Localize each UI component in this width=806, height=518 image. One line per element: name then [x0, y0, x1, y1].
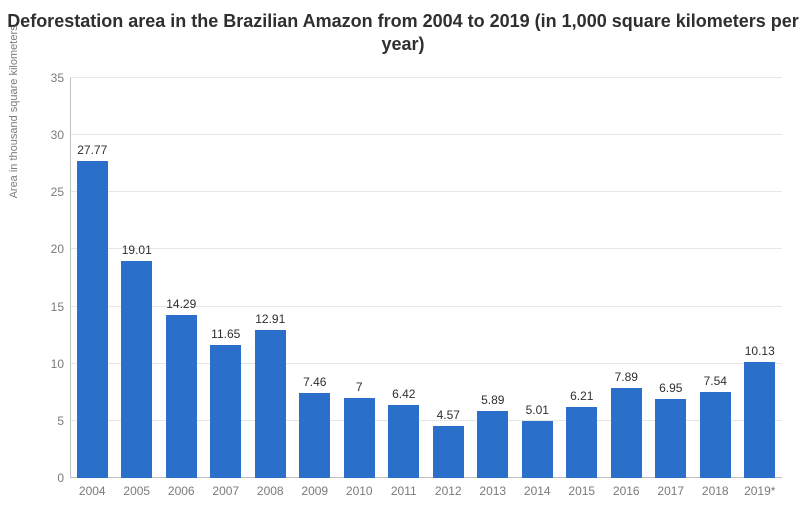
x-tick-label: 2006 [168, 478, 195, 498]
bar-value-label: 7.89 [615, 370, 638, 384]
bar-value-label: 7 [356, 380, 363, 394]
bar-value-label: 5.01 [526, 403, 549, 417]
bar-value-label: 6.42 [392, 387, 415, 401]
bar [433, 426, 464, 478]
bar [344, 398, 375, 478]
bar [744, 362, 775, 478]
x-tick-label: 2007 [212, 478, 239, 498]
y-tick-label: 20 [51, 242, 70, 256]
bar-value-label: 11.65 [211, 327, 240, 341]
y-tick-label: 25 [51, 185, 70, 199]
bar [700, 392, 731, 478]
bar-value-label: 7.54 [704, 374, 727, 388]
y-tick-label: 10 [51, 357, 70, 371]
bar [166, 315, 197, 478]
bar [255, 330, 286, 478]
bar-slot: 27.772004 [70, 78, 115, 478]
bar-slot: 72010 [337, 78, 382, 478]
y-tick-label: 35 [51, 71, 70, 85]
x-tick-label: 2015 [568, 478, 595, 498]
x-tick-label: 2005 [123, 478, 150, 498]
bar-slot: 6.422011 [382, 78, 427, 478]
x-tick-label: 2010 [346, 478, 373, 498]
bar-value-label: 19.01 [122, 243, 152, 257]
bar-slot: 6.952017 [649, 78, 694, 478]
bar-value-label: 4.57 [437, 408, 460, 422]
bar [388, 405, 419, 478]
bar-slot: 5.892013 [471, 78, 516, 478]
bar-slot: 19.012005 [115, 78, 160, 478]
bar-value-label: 12.91 [255, 312, 285, 326]
bar-value-label: 7.46 [303, 375, 326, 389]
bar-value-label: 27.77 [77, 143, 107, 157]
x-tick-label: 2004 [79, 478, 106, 498]
bar-value-label: 5.89 [481, 393, 504, 407]
bar-slot: 7.542018 [693, 78, 738, 478]
x-tick-label: 2011 [391, 478, 417, 498]
x-tick-label: 2019* [744, 478, 775, 498]
bar [210, 345, 241, 478]
x-tick-label: 2017 [657, 478, 684, 498]
bar [655, 399, 686, 478]
y-tick-label: 15 [51, 300, 70, 314]
bar-slot: 11.652007 [204, 78, 249, 478]
bar [77, 161, 108, 478]
bar [477, 411, 508, 478]
bar [611, 388, 642, 478]
x-tick-label: 2012 [435, 478, 462, 498]
bar-value-label: 14.29 [166, 297, 196, 311]
bar [299, 393, 330, 478]
y-tick-label: 30 [51, 128, 70, 142]
bar-slot: 5.012014 [515, 78, 560, 478]
bar-slot: 14.292006 [159, 78, 204, 478]
bar-slot: 7.892016 [604, 78, 649, 478]
bar [522, 421, 553, 478]
bar-slot: 12.912008 [248, 78, 293, 478]
bars-container: 27.77200419.01200514.29200611.65200712.9… [70, 78, 782, 478]
bar-value-label: 10.13 [745, 344, 775, 358]
bar-value-label: 6.95 [659, 381, 682, 395]
x-tick-label: 2008 [257, 478, 284, 498]
plot-area: 27.77200419.01200514.29200611.65200712.9… [70, 78, 782, 478]
x-tick-label: 2018 [702, 478, 729, 498]
x-tick-label: 2013 [479, 478, 506, 498]
x-tick-label: 2014 [524, 478, 551, 498]
x-tick-label: 2009 [301, 478, 328, 498]
bar-slot: 10.132019* [738, 78, 783, 478]
y-axis-label: Area in thousand square kilometers [8, 25, 20, 198]
bar-slot: 4.572012 [426, 78, 471, 478]
chart-container: Deforestation area in the Brazilian Amaz… [0, 0, 806, 518]
y-tick-label: 5 [57, 414, 70, 428]
y-tick-label: 0 [57, 471, 70, 485]
chart-title: Deforestation area in the Brazilian Amaz… [0, 10, 806, 57]
bar-slot: 6.212015 [560, 78, 605, 478]
x-tick-label: 2016 [613, 478, 640, 498]
bar [566, 407, 597, 478]
bar [121, 261, 152, 478]
bar-value-label: 6.21 [570, 389, 593, 403]
bar-slot: 7.462009 [293, 78, 338, 478]
